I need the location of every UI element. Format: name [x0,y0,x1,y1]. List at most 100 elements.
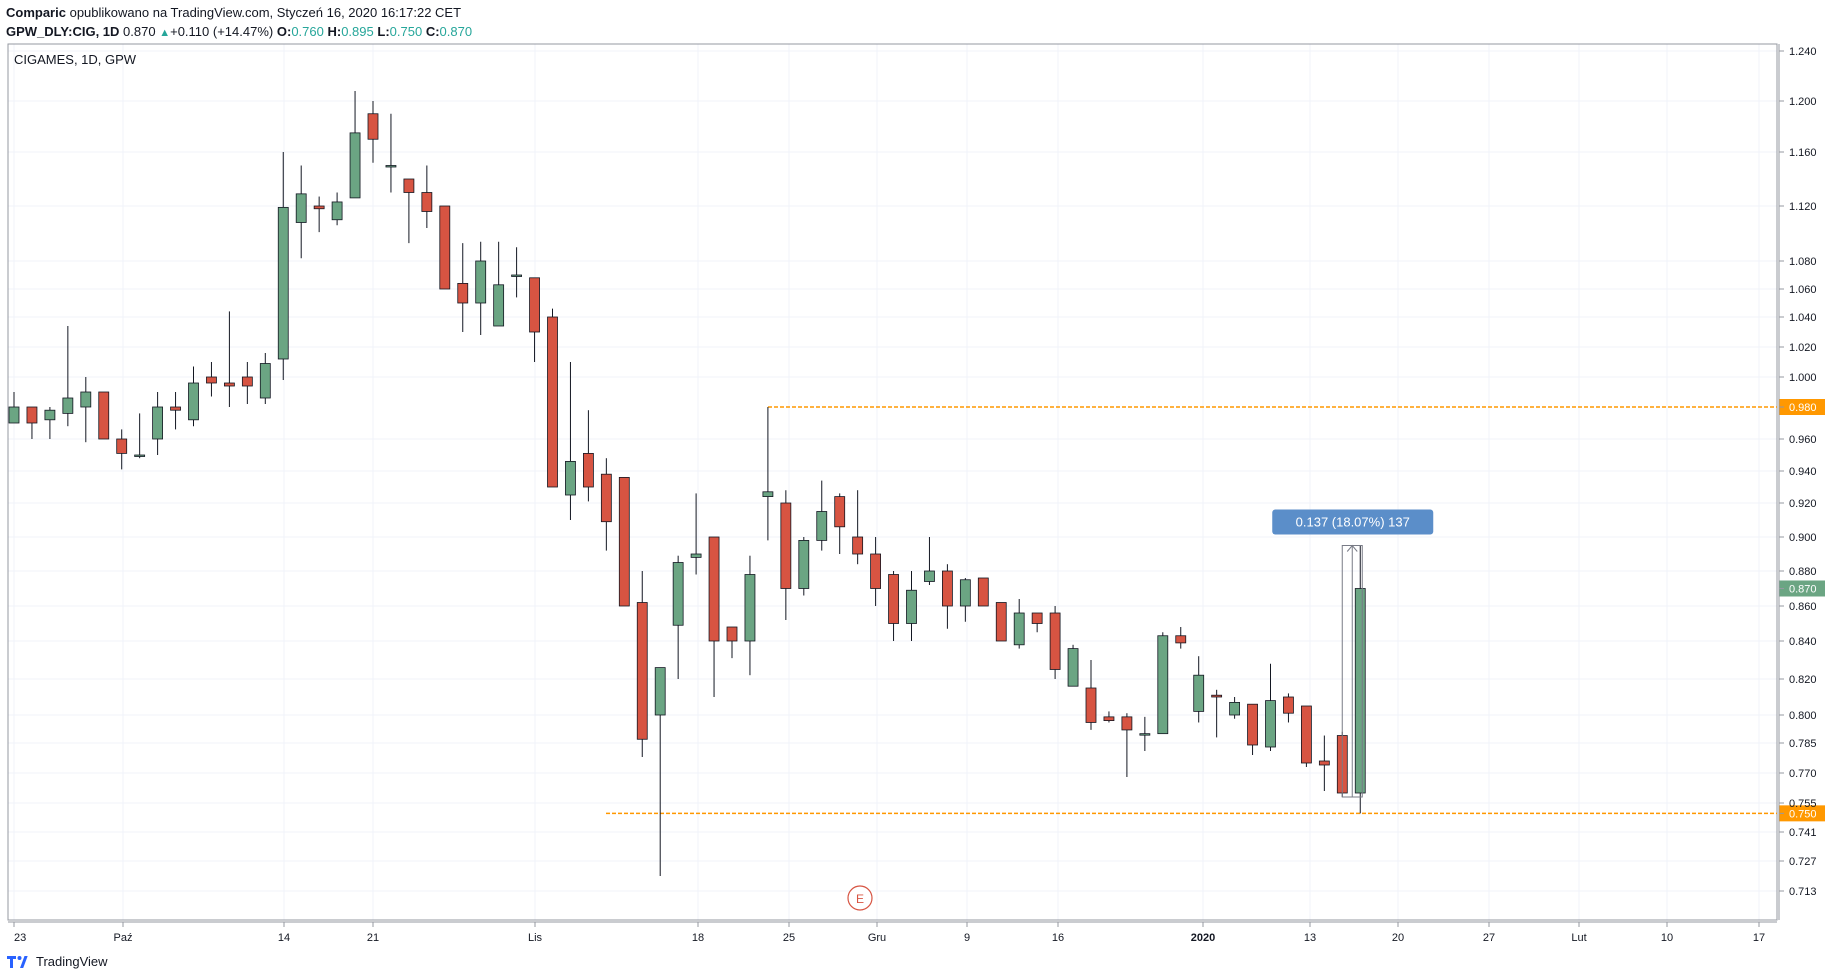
candle[interactable] [726,626,738,659]
candle[interactable] [331,192,343,226]
candle[interactable] [636,571,648,757]
candle[interactable] [98,391,110,440]
candle[interactable] [1139,716,1151,751]
candle[interactable] [924,537,935,585]
candle[interactable] [959,578,971,622]
candle[interactable] [977,577,989,607]
candle[interactable] [62,326,74,427]
candle[interactable] [1318,735,1330,791]
candle[interactable] [1175,627,1187,649]
candle[interactable] [26,406,38,439]
candle[interactable] [457,243,469,332]
candle[interactable] [1247,703,1258,755]
candle-body [8,406,20,424]
candle[interactable] [780,490,792,620]
candle[interactable] [277,152,289,380]
candle[interactable] [618,476,630,607]
measurement-label: 0.137 (18.07%) 137 [1296,515,1410,530]
time-tick-label: Gru [868,932,886,944]
candle-body [618,476,630,607]
candle[interactable] [942,564,953,629]
candle[interactable] [439,205,451,290]
candle[interactable] [475,241,487,335]
level-price-badge [1779,805,1825,822]
footer[interactable]: TradingView [6,950,108,972]
candle[interactable] [906,571,917,641]
candle-body [1211,694,1223,698]
candle[interactable] [313,196,325,233]
candle[interactable] [1211,689,1223,738]
candle[interactable] [1157,632,1169,735]
candle[interactable] [421,165,433,229]
price-axis[interactable]: 1.240 1.200 1.160 1.120 1.080 1.060 1.040 1.020… [1778,44,1817,920]
candle[interactable] [206,362,217,397]
candle[interactable] [1013,599,1025,649]
author-name[interactable]: Comparic [6,5,66,20]
candle[interactable] [1049,606,1061,679]
candle[interactable] [241,362,253,404]
candle[interactable] [295,165,307,259]
earnings-event-marker[interactable]: E [847,885,873,911]
candle[interactable] [995,602,1007,642]
open-label: O: [276,24,292,39]
candle-body [1031,612,1043,624]
time-tick-label: 25 [783,932,795,944]
time-axis[interactable]: 23 Paź 14 21 Lis 18 25 Gru 9 16 2020 13 20 27 Lut 10 17 [8,921,1777,944]
candle[interactable] [1265,663,1276,751]
candle[interactable] [798,537,810,596]
candle[interactable] [134,413,146,459]
candle[interactable] [834,493,846,554]
candle[interactable] [152,392,164,455]
candle[interactable] [1121,713,1133,777]
candle[interactable] [762,407,774,541]
candle[interactable] [511,247,523,298]
candle[interactable] [1193,656,1205,723]
candle[interactable] [259,353,271,404]
price-range-measurement[interactable]: 0.137 (18.07%) 137 [1272,509,1434,798]
horizontal-levels[interactable]: 0.980 0.750 0.870 [606,399,1825,822]
candle[interactable] [672,555,684,679]
candle[interactable] [1354,545,1366,814]
candle[interactable] [44,407,56,439]
candle[interactable] [8,392,20,424]
candle[interactable] [1301,705,1312,767]
candle[interactable] [852,490,864,565]
tradingview-brand[interactable]: TradingView [36,953,108,969]
candle[interactable] [708,536,720,697]
candle[interactable] [1085,660,1097,730]
candle[interactable] [1229,697,1240,719]
candle[interactable] [1283,693,1294,723]
candle[interactable] [565,362,576,520]
candle-body [1157,635,1169,735]
candle[interactable] [80,377,92,443]
candle[interactable] [888,571,899,641]
candle[interactable] [170,392,181,430]
candle[interactable] [385,113,397,193]
candle-body [457,282,469,304]
candle[interactable] [493,241,505,327]
candle[interactable] [349,91,361,199]
candle[interactable] [583,410,594,502]
candle[interactable] [223,311,235,407]
candle[interactable] [690,493,702,575]
candle[interactable] [547,308,558,488]
candle[interactable] [188,366,199,427]
candle[interactable] [367,101,379,163]
candle[interactable] [1031,612,1043,633]
price-tick-label: 0.770 [1789,768,1817,780]
candle[interactable] [870,537,881,606]
candle[interactable] [654,667,666,876]
candle-body [1139,733,1151,736]
candle[interactable] [744,555,756,676]
price-tick-label: 0.860 [1789,601,1817,613]
candle[interactable] [1067,644,1079,687]
candle[interactable] [1103,711,1115,723]
candle[interactable] [116,429,128,470]
candle[interactable] [600,458,612,551]
candle-body [1283,696,1294,714]
candle[interactable] [529,277,540,362]
candle[interactable] [816,480,828,551]
candles[interactable] [8,91,1366,876]
candle[interactable] [403,178,415,244]
